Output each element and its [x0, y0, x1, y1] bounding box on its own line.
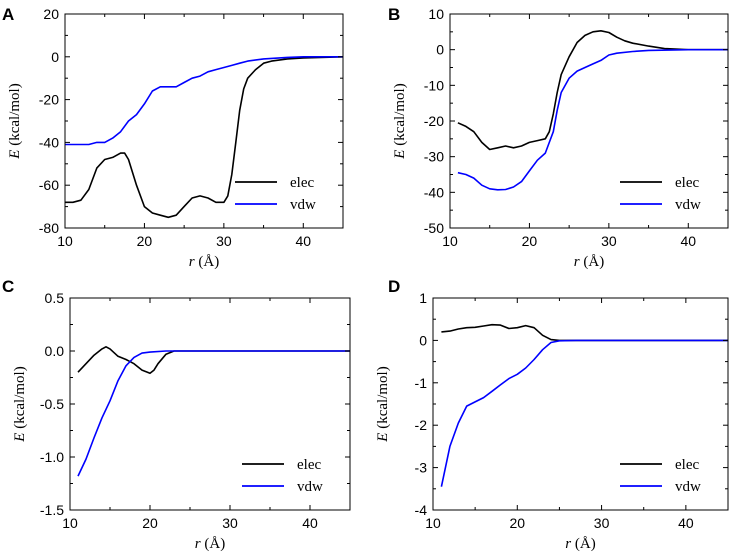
series-line-elec: [65, 56, 343, 219]
panel-b: B 10 20 30 40 -50 -40 -30 -20 -10 0 10 r (Å) E (kcal/…: [388, 5, 729, 270]
x-tick-label: 10: [425, 515, 441, 531]
legend-label-vdw: vdw: [675, 197, 701, 213]
x-axis-unit: (Å): [580, 254, 605, 270]
x-axis-var: r: [565, 536, 571, 552]
series-line-elec: [457, 30, 728, 151]
panel-a: A 10 20 30 40 -80 -60 -40 -20 0 20 r (Å) E (kcal/mol…: [2, 5, 344, 270]
y-tick-label: -1: [415, 375, 428, 391]
x-tick-label: 10: [62, 515, 78, 531]
y-axis-title: E (kcal/mol): [375, 366, 391, 442]
x-tick-label: 40: [302, 515, 318, 531]
y-tick-label: -1.5: [40, 502, 64, 518]
series-line-elec: [441, 323, 728, 342]
y-axis-title: E (kcal/mol): [392, 83, 408, 159]
y-tick-label: -4: [415, 502, 428, 518]
y-tick-label: 0: [419, 332, 427, 348]
y-tick-label: -20: [424, 113, 444, 129]
y-tick-label: -40: [39, 134, 59, 150]
y-tick-label: 10: [428, 6, 444, 22]
legend-label-elec: elec: [675, 175, 699, 191]
y-tick-label: 0: [436, 42, 444, 58]
y-tick-label: -80: [39, 220, 59, 236]
legend-label-elec: elec: [290, 175, 314, 191]
y-axis-var: E: [7, 150, 23, 160]
panel-label: A: [2, 5, 14, 24]
y-axis-unit: (kcal/mol): [375, 366, 391, 432]
legend-label-elec: elec: [297, 457, 321, 473]
panel-label: C: [2, 277, 14, 296]
y-axis-var: E: [375, 433, 391, 443]
y-axis-title: E (kcal/mol): [7, 83, 23, 159]
y-tick-label: -20: [39, 92, 59, 108]
y-tick-label: -50: [424, 220, 444, 236]
panel-label: B: [388, 5, 400, 24]
series-line-vdw: [65, 56, 343, 146]
y-tick-label: -3: [415, 460, 428, 476]
y-tick-label: -40: [424, 184, 444, 200]
x-tick-label: 20: [509, 515, 525, 531]
series-line-vdw: [77, 350, 350, 477]
y-tick-label: -30: [424, 149, 444, 165]
y-axis-unit: (kcal/mol): [7, 83, 23, 149]
x-axis-unit: (Å): [571, 536, 596, 552]
legend-label-vdw: vdw: [675, 479, 701, 495]
plot-frame: [449, 13, 729, 229]
x-tick-label: 40: [680, 233, 696, 249]
x-axis-title: r (Å): [195, 536, 225, 552]
y-tick-label: 1: [419, 290, 427, 306]
legend-label-vdw: vdw: [297, 479, 323, 495]
x-tick-label: 30: [594, 515, 610, 531]
y-axis-title: E (kcal/mol): [12, 366, 28, 442]
x-tick-label: 30: [601, 233, 617, 249]
series-line-vdw: [440, 339, 728, 487]
y-tick-label: 0.5: [45, 290, 65, 306]
x-axis-title: r (Å): [189, 254, 219, 270]
x-axis-var: r: [195, 536, 201, 552]
y-tick-label: -1.0: [40, 449, 64, 465]
x-tick-label: 20: [137, 233, 153, 249]
panel-c: C 10 20 30 40 -1.5 -1.0 -0.5 0.0 0.5 r (Å) E (kcal/…: [2, 277, 351, 552]
series-line-vdw: [457, 48, 728, 191]
x-tick-label: 20: [142, 515, 158, 531]
y-tick-label: 20: [43, 6, 59, 22]
y-tick-label: -60: [39, 177, 59, 193]
x-axis-var: r: [574, 254, 580, 270]
x-tick-label: 30: [222, 515, 238, 531]
x-axis-title: r (Å): [565, 536, 595, 552]
x-tick-label: 40: [678, 515, 694, 531]
panel-d: D 10 20 30 40 -4 -3 -2 -1 0 1 r (Å) E (kcal/mol) elec…: [375, 277, 729, 552]
y-tick-label: 0: [51, 49, 59, 65]
y-tick-label: -0.5: [40, 396, 64, 412]
y-axis-unit: (kcal/mol): [12, 366, 28, 432]
x-axis-title: r (Å): [574, 254, 604, 270]
y-axis-unit: (kcal/mol): [392, 83, 408, 149]
x-tick-label: 20: [522, 233, 538, 249]
x-axis-unit: (Å): [201, 536, 226, 552]
plot-frame: [64, 13, 344, 229]
y-tick-label: 0.0: [45, 343, 65, 359]
y-axis-var: E: [392, 150, 408, 160]
y-tick-label: -2: [415, 417, 428, 433]
x-tick-label: 30: [216, 233, 232, 249]
y-axis-var: E: [12, 433, 28, 443]
x-axis-unit: (Å): [195, 254, 220, 270]
panel-label: D: [388, 277, 400, 296]
y-tick-label: -10: [424, 77, 444, 93]
legend-label-elec: elec: [675, 457, 699, 473]
x-tick-label: 10: [57, 233, 73, 249]
x-tick-label: 10: [442, 233, 458, 249]
x-tick-label: 40: [295, 233, 311, 249]
legend-label-vdw: vdw: [290, 197, 316, 213]
x-axis-var: r: [189, 254, 195, 270]
